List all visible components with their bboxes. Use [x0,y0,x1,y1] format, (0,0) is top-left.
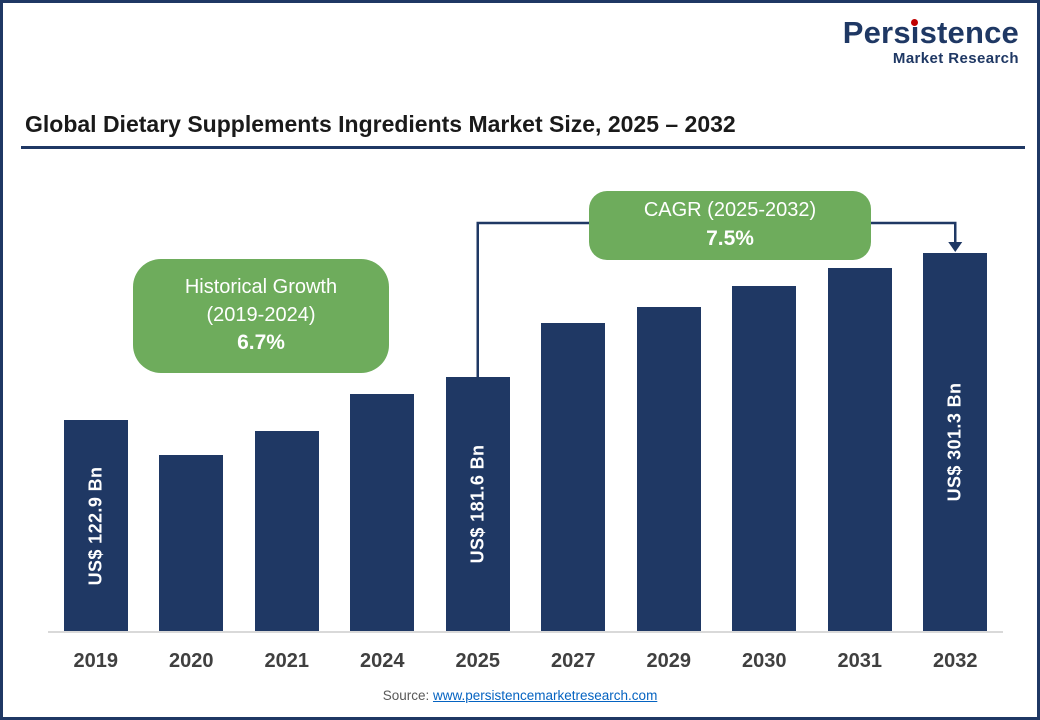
chart-area: US$ 122.9 Bn 2019 2020 2021 2024 US$ 181.6 Bn… [48,161,1003,672]
x-axis-label-2021: 2021 [264,650,310,672]
bar-value-label-2032: US$ 301.3 Bn [944,382,965,502]
bar-2025: US$ 181.6 Bn [445,377,510,631]
bar-2029 [636,307,701,631]
historical-growth-range: (2019-2024) [206,303,316,326]
x-axis-label-2024: 2024 [360,650,405,672]
x-axis-label-2027: 2027 [551,650,596,672]
x-axis-label-2025: 2025 [455,650,501,672]
x-axis-label-2032: 2032 [933,650,978,672]
source-link[interactable]: www.persistencemarketresearch.com [432,688,658,703]
title-underline [21,146,1025,149]
bar-2031 [827,268,892,631]
bar-2030 [732,286,797,631]
page-title: Global Dietary Supplements Ingredients M… [25,111,736,137]
x-axis-label-2030: 2030 [742,650,787,672]
x-axis-label-2020: 2020 [169,650,214,672]
cagr-callout: CAGR (2025-2032) 7.5% [589,191,871,260]
bar-2021 [254,431,319,631]
bar-2027 [541,323,606,631]
bar-2019: US$ 122.9 Bn [63,420,128,631]
source-line: Source: www.persistencemarketresearch.co… [3,688,1037,703]
logo-brand: Persistence [842,15,1019,50]
bar-2020 [159,455,224,631]
logo-subtitle: Market Research [892,50,1019,67]
x-axis-label-2031: 2031 [837,650,883,672]
x-axis-label-2019: 2019 [73,650,119,672]
bar-2024 [350,394,415,631]
historical-growth-value: 6.7% [237,331,285,355]
logo: Persistence Market Research [843,17,1019,67]
cagr-title: CAGR (2025-2032) [643,199,817,221]
cagr-value: 7.5% [706,226,754,250]
bar-value-label-2019: US$ 122.9 Bn [85,466,106,585]
source-label: Source: [382,688,430,703]
historical-growth-callout: Historical Growth (2019-2024) 6.7% [133,259,389,374]
bar-2032: US$ 301.3 Bn [923,253,988,631]
historical-growth-title: Historical Growth [184,276,338,298]
bar-value-label-2025: US$ 181.6 Bn [467,444,488,564]
x-axis-label-2029: 2029 [646,650,692,672]
